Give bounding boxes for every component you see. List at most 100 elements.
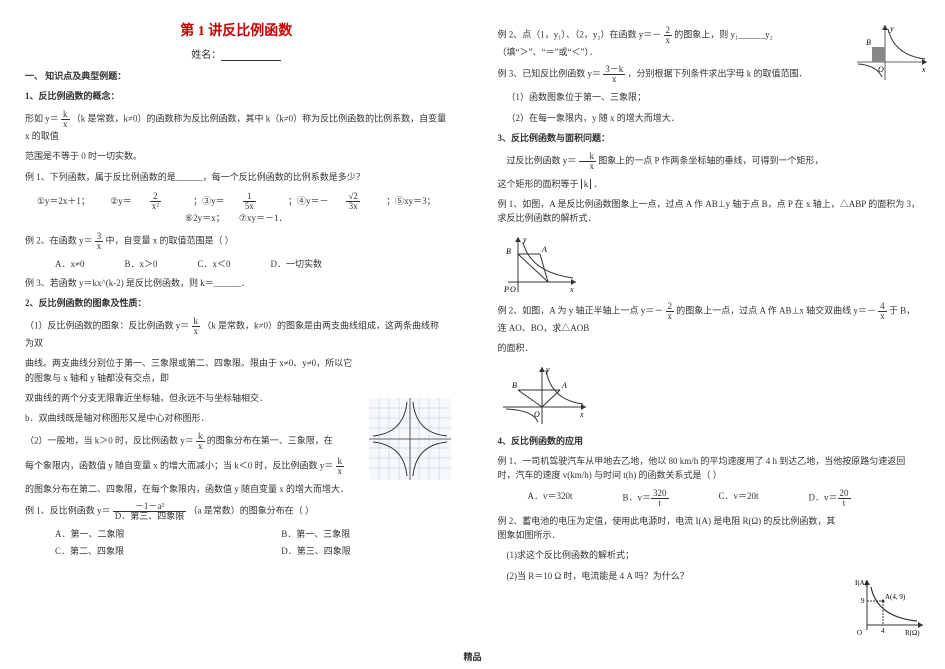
example-4-options: A．第一、二象限 B．第一、三象限 C．第二、四象限 D．第三、四象限 <box>25 527 448 557</box>
option-b: B．x＞0 <box>124 257 157 270</box>
area-intro-1: 过反比例函数 y＝ kx 图象上的一点 P 作两条坐标轴的垂线，可得到一个矩形， <box>498 152 921 171</box>
example-3-question: 例 3、若函数 y＝kx^(k-2) 是反比例函数，则 k＝______． <box>25 276 448 290</box>
footer-text: 精品 <box>463 650 481 663</box>
t: ②y＝ <box>110 196 132 206</box>
t: （2）一般地，当 k＞0 时，反比例函数 y＝ <box>25 435 194 445</box>
svg-text:9: 9 <box>861 597 865 605</box>
svg-text:B: B <box>866 38 871 47</box>
property-para-1: （1）反比例函数的图象：反比例函数 y＝ kx （k 是常数，k≠0）的图象是由… <box>25 317 448 350</box>
equation-row: ①y＝2x＋1； ②y＝2x² ；③y＝15x ；④y＝－√23x ；⑤xy＝3… <box>25 192 448 224</box>
eq-1: ①y＝2x＋1； <box>37 196 90 206</box>
example-2-options: A．x≠0 B．x＞0 C．x＜0 D．一切实数 <box>25 257 448 270</box>
svg-text:P: P <box>503 285 509 294</box>
eq-6: ⑥2y＝x； <box>185 213 225 223</box>
svg-text:O: O <box>878 65 884 74</box>
t: （1）反比例函数的图象：反比例函数 y＝ <box>25 320 189 330</box>
example-4-question: 例 1、反比例函数 y＝ －1－a²D．第三、四象限 （a 是常数）的图象分布在… <box>25 502 448 521</box>
concept-para-2: 范围是不等于 0 时一切实数。 <box>25 149 448 163</box>
t: 图象上的一点 P 作两条坐标轴的垂线，可得到一个矩形， <box>598 155 823 165</box>
t: ，分别根据下列条件求出字母 k 的取值范围． <box>628 69 808 79</box>
option-a: A．v＝320t <box>528 489 573 508</box>
t: 的图象上一点，过点 A 作 AB⊥x 轴交双曲线 y＝－ <box>676 305 876 315</box>
triangle-graph-1: B A P O x y <box>498 232 580 296</box>
hyperbola-graph <box>369 398 451 480</box>
doc-title: 第 1 讲反比例函数 <box>25 20 448 40</box>
subsection-2: 2、反比例函数的图象及性质： <box>25 296 448 310</box>
svg-text:O: O <box>534 410 540 419</box>
concept-para-1: 形如 y＝ kx （k 是常数，k≠0）的函数称为反比例函数，其中 k（k≠0）… <box>25 110 448 143</box>
option-d: D．v＝20t <box>809 489 851 508</box>
abs-k: k <box>581 179 592 189</box>
t: 例 1、反比例函数 y＝ <box>25 506 111 516</box>
svg-text:O: O <box>857 629 862 637</box>
svg-text:R(Ω): R(Ω) <box>905 629 920 637</box>
example-2-question: 例 2、在函数 y＝ 3x 中，自变量 x 的取值范围是（ ） <box>25 232 448 251</box>
triangle-graph-2: B A O x y <box>498 362 590 428</box>
example-6-cond-2: （2）在每一象限内，y 随 x 的增大而增大． <box>498 111 921 125</box>
svg-text:B: B <box>512 381 517 390</box>
svg-text:y: y <box>889 24 894 33</box>
t: 这个矩形的面积等于 <box>498 179 579 189</box>
svg-text:x: x <box>579 410 584 419</box>
t: ；③y＝ <box>193 196 225 206</box>
svg-text:x: x <box>921 65 926 74</box>
subsection-1: 1、反比例函数的概念： <box>25 89 448 103</box>
eq-3: ；③y＝15x <box>187 196 268 206</box>
option-d: D．第三、四象限 <box>281 544 447 557</box>
property-para-7: 的图象分布在第二、四象限，在每个象限内，函数值 y 随自变量 x 的增大而增大． <box>25 482 448 496</box>
current-resistance-graph: A(4, 9) O R(Ω) I(A) 9 4 <box>855 575 927 639</box>
example-9-question: 例 1、一司机驾驶汽车从甲地去乙地，他以 80 km/h 的平均速度用了 4 h… <box>498 454 921 483</box>
eq-4: ；④y＝－√23x <box>282 196 372 206</box>
option-c: C．v＝20t <box>719 489 759 508</box>
svg-text:A: A <box>541 245 547 254</box>
eq-7: ⑦xy＝－1． <box>239 213 288 223</box>
svg-text:O: O <box>510 285 516 294</box>
rect-area-graph: B x y O <box>852 22 930 84</box>
svg-text:A: A <box>561 381 567 390</box>
fraction-k-over-x: kx <box>61 110 70 129</box>
section-heading-1: 一、 知识点及典型例题： <box>25 69 448 83</box>
name-label: 姓名： <box>191 50 221 61</box>
example-10-cond-1: (1)求这个反比例函数的解析式； <box>498 548 921 562</box>
example-10-question: 例 2、蓄电池的电压为定值，使用此电源时，电流 I(A) 是电阻 R(Ω) 的反… <box>498 514 921 543</box>
svg-text:B: B <box>506 247 511 256</box>
text: （k 是常数，k≠0）的函数称为反比例函数，其中 k（k≠0）称为反比例函数的比… <box>25 113 446 140</box>
svg-text:I(A): I(A) <box>855 579 868 587</box>
example-1-question: 例 1、下列函数，属于反比例函数的是______，每一个反比例函数的比例系数是多… <box>25 170 448 184</box>
svg-text:x: x <box>569 285 574 294</box>
eq-5: ；⑤xy＝3； <box>386 196 436 206</box>
t: （a 是常数）的图象分布在（ ） <box>189 506 315 516</box>
t: ． <box>594 179 603 189</box>
page-container: 第 1 讲反比例函数 姓名： 一、 知识点及典型例题： 1、反比例函数的概念： … <box>0 0 945 669</box>
option-d: D．一切实数 <box>270 257 322 270</box>
example-9-options: A．v＝320t B．v＝320t C．v＝20t D．v＝20t <box>498 489 921 508</box>
property-para-2: 曲线。两支曲线分别位于第一、三象限或第二、四象限。限由于 x≠0、y≠0，所以它… <box>25 356 448 385</box>
option-a: A．x≠0 <box>55 257 84 270</box>
example-6-cond-1: （1）函数图象位于第一、三象限； <box>498 90 921 104</box>
example-8-question: 例 2、如图，A 为 y 轴正半轴上一点 y＝－ 2x 的图象上一点，过点 A … <box>498 302 921 335</box>
left-column: 第 1 讲反比例函数 姓名： 一、 知识点及典型例题： 1、反比例函数的概念： … <box>0 0 473 669</box>
option-c: C．x＜0 <box>197 257 230 270</box>
svg-text:y: y <box>545 365 550 374</box>
option-a: A．第一、二象限 <box>55 527 221 540</box>
right-column: 例 2、点（1，y₁）、（2，y₂）在函数 y＝－ 2x 的图象上，则 y₁__… <box>473 0 945 669</box>
option-c: C．第二、四象限 <box>55 544 221 557</box>
t: 例 2、点（1，y₁）、（2，y₂）在函数 y＝－ <box>498 30 662 40</box>
option-b: B．第一、三象限 <box>281 527 447 540</box>
t: 每个象限内，函数值 y 随自变量 x 的增大而减小；当 k＜0 时，反比例函数 … <box>25 460 333 470</box>
eq-2: ②y＝2x² <box>104 196 173 206</box>
t: 例 2、在函数 y＝ <box>25 236 93 246</box>
t: 中，自变量 x 的取值范围是（ ） <box>106 236 234 246</box>
t: 例 2、如图，A 为 y 轴正半轴上一点 y＝－ <box>498 305 664 315</box>
area-intro-2: 这个矩形的面积等于 k ． <box>498 177 921 191</box>
name-line: 姓名： <box>25 46 448 61</box>
example-7-question: 例 1、如图，A 是反比例函数图象上一点，过点 A 作 AB⊥y 轴于点 B，点… <box>498 197 921 226</box>
svg-text:4: 4 <box>881 627 885 635</box>
example-8-question-2: 的面积． <box>498 341 921 355</box>
text: 形如 y＝ <box>25 113 59 123</box>
subsection-4: 4、反比例函数的应用 <box>498 434 921 448</box>
name-blank <box>221 50 281 61</box>
t: 例 3、已知反比例函数 y＝ <box>498 69 602 79</box>
svg-text:A(4, 9): A(4, 9) <box>885 593 906 601</box>
subsection-3: 3、反比例函数与面积问题： <box>498 131 921 145</box>
